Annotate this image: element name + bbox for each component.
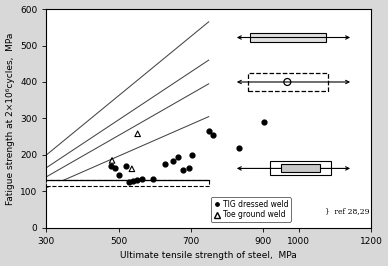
- Point: [123, 164, 129, 168]
- Point: [126, 180, 132, 184]
- Point: [133, 178, 140, 182]
- Point: [130, 179, 136, 183]
- Point: [150, 177, 156, 181]
- Bar: [281, 164, 320, 172]
- Legend: TIG dressed weld, Toe ground weld: TIG dressed weld, Toe ground weld: [211, 197, 291, 222]
- Point: [112, 166, 118, 171]
- Point: [135, 132, 141, 136]
- Point: [210, 133, 216, 137]
- Point: [180, 168, 187, 172]
- Point: [129, 167, 135, 171]
- Point: [109, 158, 115, 163]
- Bar: [248, 73, 328, 91]
- Bar: [250, 34, 326, 41]
- Text: }  ref 28,29: } ref 28,29: [325, 207, 369, 215]
- Point: [139, 177, 145, 181]
- Point: [284, 80, 291, 84]
- Point: [186, 165, 192, 170]
- Point: [115, 173, 121, 177]
- Y-axis label: Fatigue strength at 2×10⁶cycles,  MPa: Fatigue strength at 2×10⁶cycles, MPa: [5, 32, 15, 205]
- Point: [162, 162, 168, 166]
- Point: [108, 164, 114, 168]
- Point: [175, 155, 181, 159]
- Point: [260, 120, 267, 124]
- X-axis label: Ultimate tensile strength of steel,  MPa: Ultimate tensile strength of steel, MPa: [120, 251, 297, 260]
- Bar: [47, 180, 209, 186]
- Bar: [270, 161, 331, 175]
- Point: [206, 129, 213, 133]
- Point: [189, 153, 196, 157]
- Point: [170, 159, 176, 164]
- Point: [236, 146, 242, 150]
